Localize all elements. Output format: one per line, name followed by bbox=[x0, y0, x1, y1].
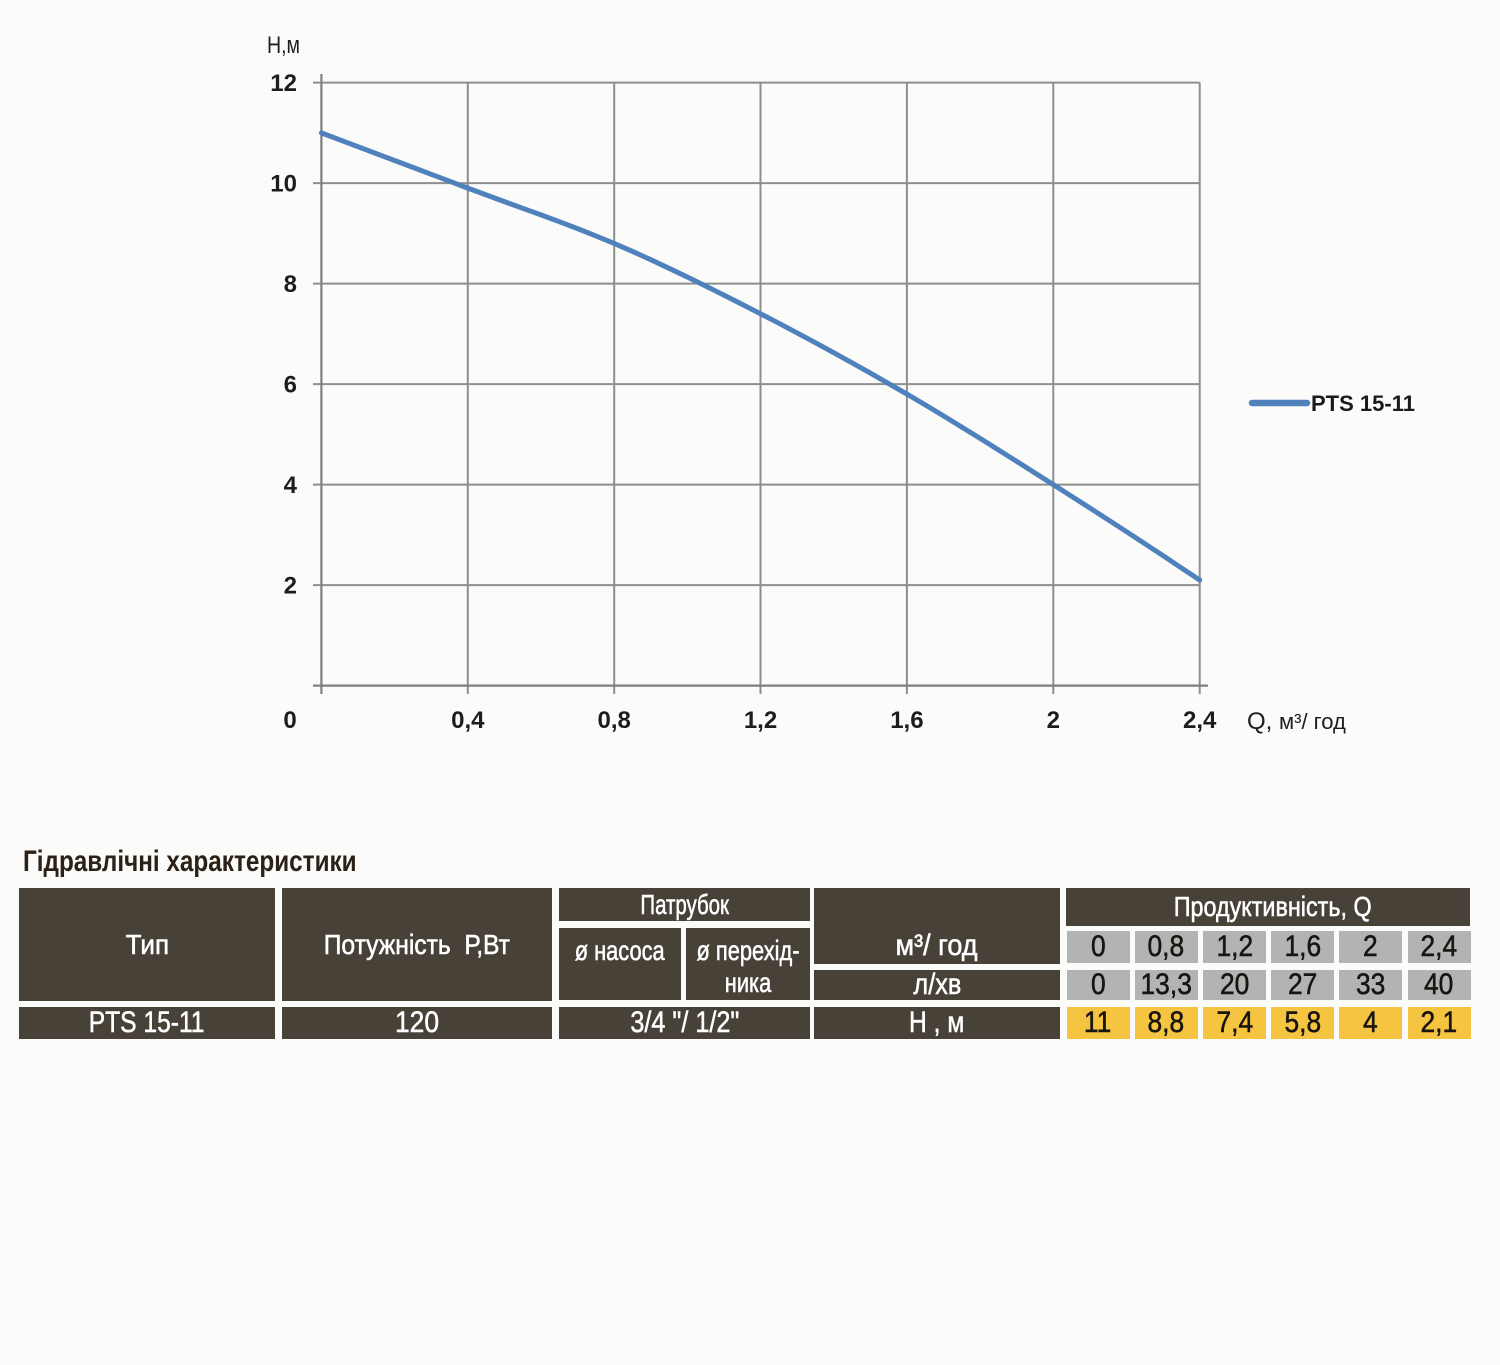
svg-text:12: 12 bbox=[270, 70, 297, 97]
svg-text:4: 4 bbox=[284, 472, 298, 499]
svg-text:2,4: 2,4 bbox=[1183, 707, 1217, 734]
svg-text:Q,: Q, bbox=[1247, 708, 1272, 735]
svg-text:2: 2 bbox=[1047, 707, 1060, 734]
svg-text:6: 6 bbox=[284, 372, 297, 399]
svg-text:м³/ год: м³/ год bbox=[1279, 709, 1346, 734]
svg-text:8: 8 bbox=[284, 271, 297, 298]
svg-text:2: 2 bbox=[284, 573, 297, 600]
svg-text:Н,м: Н,м bbox=[267, 32, 300, 59]
svg-text:0,8: 0,8 bbox=[598, 707, 631, 734]
svg-text:0: 0 bbox=[283, 707, 296, 734]
svg-text:0,4: 0,4 bbox=[451, 707, 485, 734]
svg-text:1,2: 1,2 bbox=[744, 707, 777, 734]
svg-text:PTS 15-11: PTS 15-11 bbox=[1311, 391, 1415, 416]
svg-text:10: 10 bbox=[270, 171, 297, 198]
svg-text:1,6: 1,6 bbox=[890, 707, 923, 734]
